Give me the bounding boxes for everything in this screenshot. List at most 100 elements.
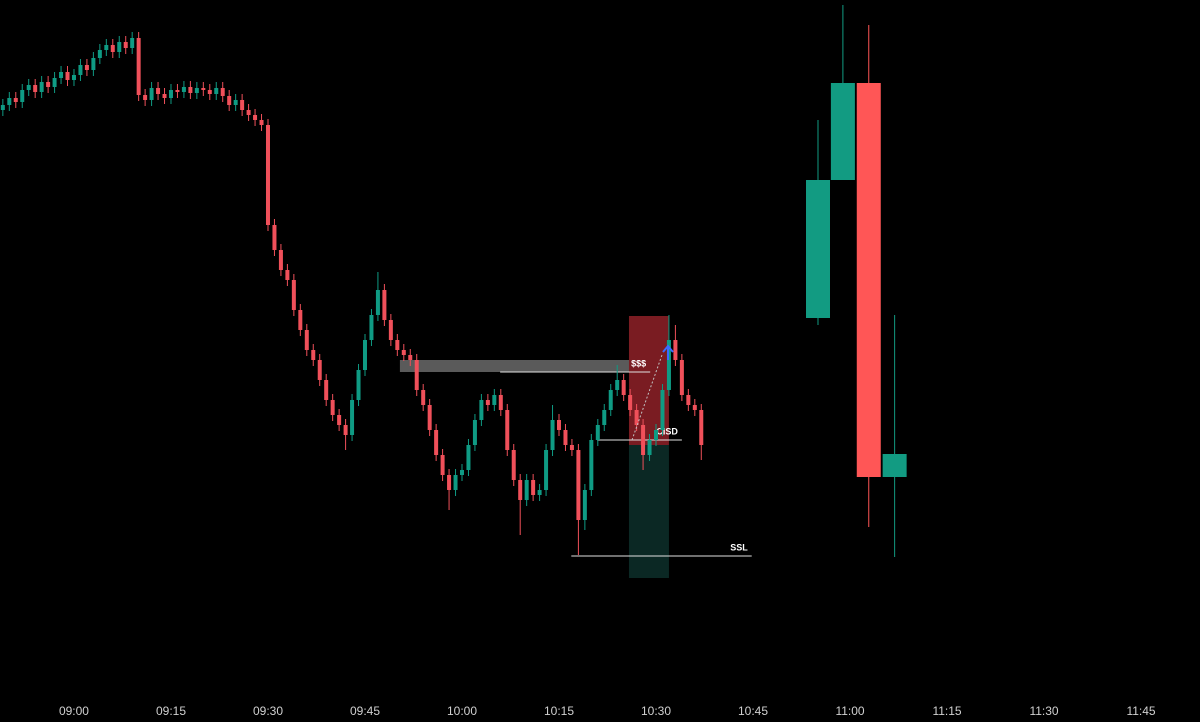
candle-body [71,75,76,80]
x-tick-label: 11:30 [1029,704,1058,718]
candle-body [621,380,626,395]
candle-body [201,88,206,90]
candle-body [240,100,245,110]
candle-body [666,340,671,390]
candle-body [882,454,907,477]
candle-body [414,360,419,390]
candle-body [181,87,186,92]
candle-body [123,42,128,48]
candle-body [265,125,270,225]
candle-body [518,480,523,500]
candle-body [278,250,283,270]
candle-body [641,425,646,455]
candle-body [679,360,684,395]
x-tick-label: 10:00 [447,704,477,718]
candle-body [524,480,529,500]
candle-body [427,405,432,430]
candle-body [602,410,607,425]
candle-body [350,400,355,435]
candle-body [647,440,652,455]
dotted-move [631,354,663,441]
candle-body [162,94,167,98]
candle-body [401,350,406,355]
candle-body [220,88,225,96]
candle-body [459,470,464,475]
candle-body [7,98,12,105]
candle-body [375,290,380,315]
candle-body [485,400,490,405]
candle-body [233,100,238,105]
candle-body [324,380,329,400]
candle-body [453,475,458,490]
candle-body [20,90,25,102]
candle-body [356,370,361,400]
candle-body [466,445,471,470]
candle-body [492,395,497,405]
x-tick-label: 11:00 [835,704,864,718]
candle-body [699,410,704,445]
candle-body [569,445,574,450]
candle-body [13,98,18,102]
candle-body [686,395,691,405]
candle-body [46,82,51,87]
candle-body [479,400,484,420]
candle-body [544,450,549,490]
candle-body [259,120,264,125]
candle-body [434,430,439,455]
candle-body [84,65,89,70]
x-tick-label: 09:30 [253,704,283,718]
candle-body [214,88,219,94]
candle-body [104,45,109,50]
candle-body [26,85,31,90]
x-tick-label: 11:45 [1126,704,1155,718]
candle-body [291,280,296,310]
candle-body [78,65,83,75]
candle-body [576,450,581,520]
candle-body [91,58,96,70]
candle-body [595,425,600,440]
candle-body [304,330,309,350]
candle-body [395,340,400,350]
candle-body [175,90,180,92]
candle-body [692,405,697,410]
candle-body [59,72,64,78]
candle-body [615,380,620,390]
candle-body [563,430,568,445]
candle-body [382,290,387,320]
candle-body [589,440,594,490]
candle-body [156,88,161,94]
candle-body [0,105,5,110]
candle-body [440,455,445,475]
candle-body [369,315,374,340]
arrow-up [662,344,674,360]
candle-body [143,95,148,100]
candle-body [408,355,413,360]
x-tick-label: 10:30 [641,704,671,718]
x-axis: 09:00 09:15 09:30 09:45 10:00 10:15 10:30 10:45… [59,704,1156,718]
levels: $$$ CISD SSL [500,358,752,557]
candle-body [343,425,348,435]
x-tick-label: 11:15 [932,704,961,718]
candle-body [272,225,277,250]
candle-body [505,410,510,450]
candle-body [447,475,452,490]
candle-body [673,340,678,360]
zone [628,445,669,578]
candle-body [311,350,316,360]
candle-body [188,87,193,93]
x-tick-label: 10:45 [738,704,768,718]
level-label: $$$ [631,358,646,368]
candle-body [654,430,659,440]
x-tick-label: 10:15 [544,704,574,718]
candle-body [511,450,516,480]
candle-body [194,88,199,93]
candle-body [830,83,855,180]
candle-body [608,390,613,410]
candle-body [582,490,587,520]
candle-body [317,360,322,380]
x-tick-label: 09:00 [59,704,89,718]
candle-body [472,420,477,445]
candle-body [168,90,173,98]
candle-body [337,415,342,425]
